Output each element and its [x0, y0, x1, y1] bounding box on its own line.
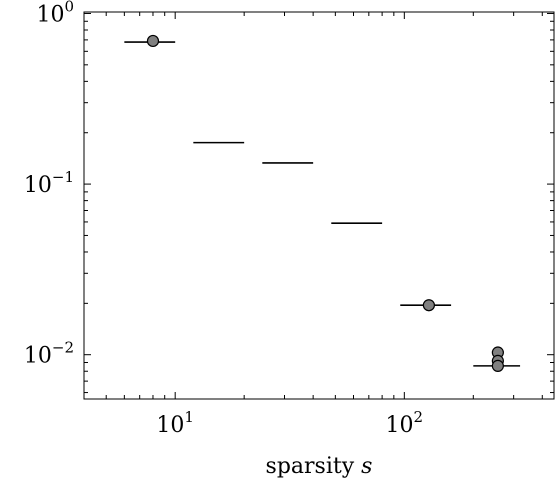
- outlier-point: [491, 359, 504, 372]
- y-tick-label: 10−2: [24, 339, 74, 369]
- plot-frame: [83, 11, 555, 400]
- outlier-point: [146, 34, 160, 48]
- ticks: [83, 12, 554, 399]
- x-tick-label: 101: [156, 408, 194, 438]
- outlier-point: [422, 299, 435, 312]
- y-tick-label: 10−1: [24, 168, 74, 198]
- y-tick-label: 100: [36, 0, 74, 27]
- tick-labels: 101 102 100 10−1 10−2: [24, 0, 423, 438]
- x-axis-label: sparsity s: [266, 454, 373, 479]
- boxes: [124, 34, 521, 372]
- x-tick-label: 102: [386, 408, 424, 438]
